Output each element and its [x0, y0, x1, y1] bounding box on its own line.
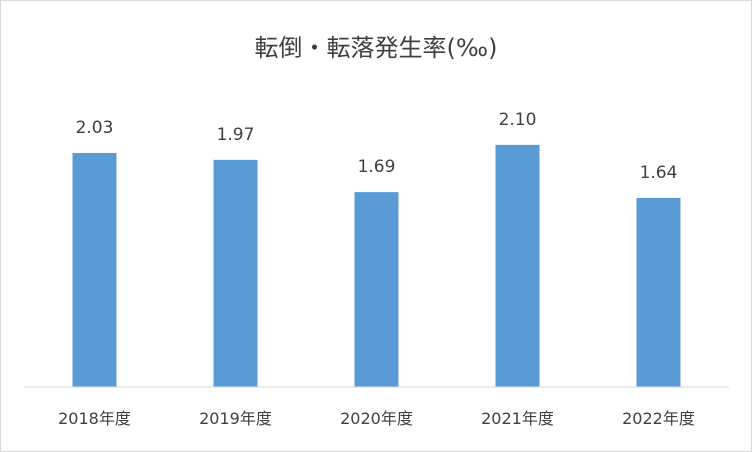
x-tick-label-3: 2020年度	[340, 409, 413, 428]
bars-group	[72, 144, 681, 387]
bar-5	[636, 197, 681, 387]
x-tick-label-1: 2018年度	[58, 409, 131, 428]
bar-4	[495, 144, 540, 387]
data-label-2: 1.97	[217, 125, 255, 145]
data-label-5: 1.64	[640, 163, 678, 183]
data-label-3: 1.69	[358, 157, 396, 177]
bar-2	[213, 159, 258, 387]
data-label-4: 2.10	[499, 110, 537, 130]
bar-3	[354, 192, 399, 387]
x-tick-label-5: 2022年度	[622, 409, 695, 428]
x-tick-label-2: 2019年度	[199, 409, 272, 428]
chart-title: 転倒・転落発生率(‰)	[255, 34, 498, 62]
bar-1	[72, 152, 117, 387]
data-label-1: 2.03	[76, 118, 114, 138]
x-tick-labels-group: 2018年度 2019年度 2020年度 2021年度 2022年度	[58, 409, 695, 428]
data-labels-group: 2.03 1.97 1.69 2.10 1.64	[76, 110, 678, 183]
x-tick-label-4: 2021年度	[481, 409, 554, 428]
